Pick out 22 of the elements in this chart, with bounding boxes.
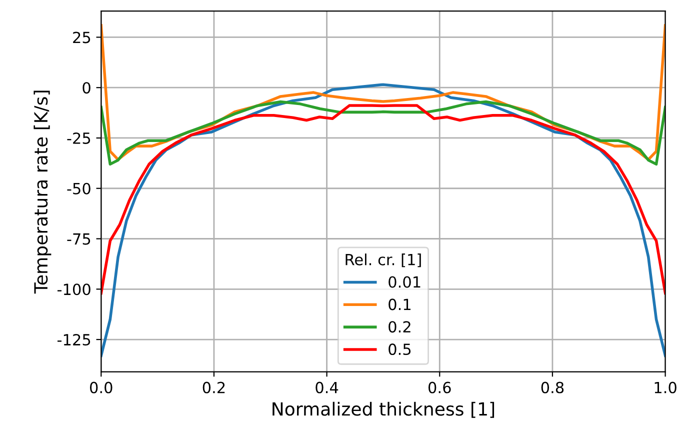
line-series: [101, 100, 666, 166]
legend-label: 0.5: [388, 343, 411, 356]
y-tick-label: 0: [82, 82, 90, 94]
x-tick-label: 1.0: [654, 382, 676, 394]
y-tick-label: -25: [67, 132, 90, 144]
x-tick-label: 0.8: [541, 382, 564, 394]
legend-label: 0.2: [388, 321, 410, 333]
y-tick-label: -75: [67, 233, 90, 245]
x-tick-label: 0.2: [202, 382, 225, 394]
line-series: [101, 104, 666, 295]
y-tick-label: -100: [57, 284, 90, 296]
x-tick-label: 0.4: [316, 382, 338, 394]
legend-label: 0.01: [388, 276, 420, 288]
legend-label: 0.1: [388, 298, 410, 310]
x-tick-label: 0.0: [90, 382, 112, 394]
y-axis-title: Temperatura rate [K/s]: [34, 90, 52, 294]
y-tick-label: -50: [67, 182, 90, 194]
legend-title: Rel. cr. [1]: [346, 254, 421, 268]
y-tick-label: 25: [73, 32, 90, 44]
y-tick-label: -125: [57, 334, 90, 346]
x-axis-title: Normalized thickness [1]: [272, 402, 494, 418]
x-tick-label: 0.6: [428, 382, 451, 394]
